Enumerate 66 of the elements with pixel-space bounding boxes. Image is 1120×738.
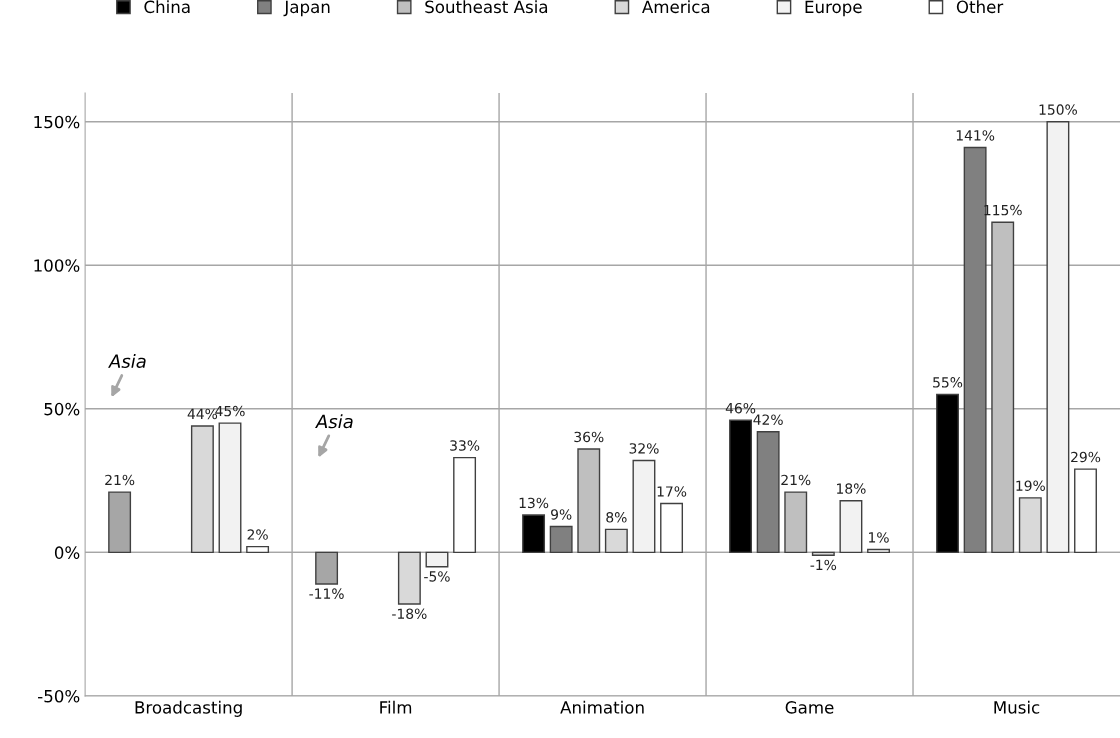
legend-label: Other xyxy=(956,0,1004,14)
bar xyxy=(632,459,656,554)
y-tick-label: 50% xyxy=(44,402,80,416)
bar xyxy=(756,431,780,554)
data-label: 36% xyxy=(574,431,604,443)
bar xyxy=(811,551,835,556)
bar xyxy=(425,551,449,568)
data-label: 13% xyxy=(519,497,549,509)
annotation: Asia xyxy=(108,354,146,368)
y-tick-label: 0% xyxy=(54,546,80,559)
data-label: 9% xyxy=(551,509,572,520)
bar xyxy=(660,502,684,554)
data-label: 1% xyxy=(869,532,889,543)
bar xyxy=(1046,121,1070,554)
y-tick-label: 150% xyxy=(34,115,80,129)
data-label: -1% xyxy=(810,559,837,571)
x-tick-label: Animation xyxy=(560,700,644,714)
data-label: 32% xyxy=(629,443,659,454)
bar xyxy=(1074,468,1097,554)
bar xyxy=(549,525,573,554)
data-label: 44% xyxy=(187,408,218,420)
legend-label: Southeast Asia xyxy=(425,0,548,14)
bar xyxy=(1018,497,1042,554)
x-tick-label: Game xyxy=(785,701,834,714)
data-label: -5% xyxy=(424,571,450,582)
x-tick-label: Music xyxy=(994,700,1040,714)
data-label: -18% xyxy=(392,608,427,619)
data-label: 45% xyxy=(215,405,245,417)
bar xyxy=(604,528,628,554)
bar xyxy=(218,422,242,554)
data-label: 141% xyxy=(956,130,995,141)
legend-label: China xyxy=(144,0,190,14)
data-label: 21% xyxy=(105,474,135,486)
data-label: 18% xyxy=(837,483,866,494)
data-label: 21% xyxy=(781,474,811,486)
bar xyxy=(453,456,477,554)
bar xyxy=(190,425,214,554)
bar xyxy=(784,491,808,554)
bar xyxy=(991,221,1015,554)
bar xyxy=(522,514,546,554)
data-label: 2% xyxy=(247,529,268,540)
data-label: 17% xyxy=(657,486,687,497)
data-label: 55% xyxy=(933,377,963,388)
bar xyxy=(577,448,601,554)
data-label: 29% xyxy=(1071,451,1101,463)
bar xyxy=(729,419,753,554)
data-label: 46% xyxy=(725,402,756,414)
legend-label: Europe xyxy=(805,0,862,17)
x-tick-label: Broadcasting xyxy=(135,700,242,717)
bar xyxy=(936,393,959,554)
data-label: 33% xyxy=(450,440,480,451)
y-tick-label: 100% xyxy=(34,259,80,272)
data-label: 8% xyxy=(606,512,627,523)
data-label: -11% xyxy=(309,588,344,599)
bar xyxy=(867,548,890,554)
legend-label: Japan xyxy=(283,0,330,17)
data-label: 19% xyxy=(1016,480,1045,491)
x-tick-label: Film xyxy=(380,700,412,714)
y-tick-label: -50% xyxy=(38,689,80,703)
bar xyxy=(839,499,863,554)
legend-label: America xyxy=(642,0,710,14)
bar xyxy=(397,551,421,605)
data-label: 42% xyxy=(753,414,783,425)
annotation: Asia xyxy=(314,414,353,429)
bar xyxy=(246,545,270,554)
data-label: 150% xyxy=(1039,104,1077,115)
